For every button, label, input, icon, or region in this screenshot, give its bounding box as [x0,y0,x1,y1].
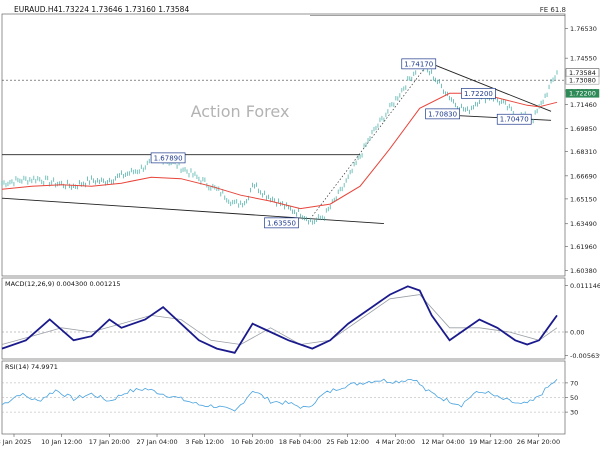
price-label: 1.70470 [500,116,529,124]
price-label: 1.72200 [464,90,493,98]
price-label: 1.70830 [428,110,457,118]
price-mark-label: 1.73584 [569,69,596,77]
rsi-ytick-label: 70 [570,379,578,387]
macd-ytick-label: 0.00 [570,329,584,337]
macd-title: MACD(12,26,9) 0.004300 0.001215 [5,280,121,288]
rsi-title: RSI(14) 74.9971 [5,363,58,371]
price-label-box [150,152,186,164]
price-ytick-label: 1.76530 [570,25,597,33]
price-ytick-label: 1.63490 [570,220,597,228]
x-tick-label: 25 Feb 12:00 [326,438,369,446]
header-symbol: EURAUD.H4 [14,5,59,14]
price-label-box [461,87,496,99]
price-ytick-label: 1.65150 [570,195,597,203]
x-tick-label: 3 Jan 2025 [0,438,31,446]
price-label-box [496,113,532,125]
price-label-box [401,58,437,70]
x-tick-label: 4 Mar 20:00 [376,438,415,446]
x-tick-label: 27 Jan 04:00 [136,438,177,446]
price-label-box [264,217,299,229]
price-ytick-label: 1.60380 [570,267,597,275]
x-tick-label: 18 Feb 04:00 [279,438,322,446]
price-label: 1.67890 [154,154,183,162]
x-tick-label: 3 Feb 12:00 [185,438,224,446]
price-ytick-label: 1.66690 [570,172,597,180]
header-ohlc: 1.73224 1.73646 1.73160 1.73584 [58,5,189,14]
dotted-channel-0 [312,58,432,217]
price-mark-box [565,75,600,85]
macd-line [1,285,558,354]
x-tick-label: 10 Feb 20:00 [231,438,274,446]
macd-ytick-label: -0.005639 [570,352,600,360]
trendline-1 [1,197,384,225]
pane-frame-1 [1,277,566,360]
price-mark-label: 1.73080 [569,76,596,84]
price-mark-box [565,89,600,98]
fib-label: FE 61.8 [540,6,566,14]
trendline-2 [431,63,552,112]
price-label-box [425,108,460,120]
price-ytick-label: 1.69850 [570,125,597,133]
moving-average-line [1,92,558,210]
price-ytick-label: 1.61960 [570,243,597,251]
price-ytick-label: 1.71460 [570,101,597,109]
price-label: 1.63550 [267,219,296,227]
pane-frame-0 [1,13,566,277]
price-ytick-label: 1.74550 [570,55,597,63]
rsi-line [1,378,558,412]
rsi-ytick-label: 50 [570,394,578,402]
watermark-text: Action Forex [191,102,290,121]
x-tick-label: 26 Mar 20:00 [517,438,560,446]
x-tick-label: 19 Mar 12:00 [469,438,512,446]
macd-ytick-label: 0.011146 [570,282,600,290]
price-label: 1.74170 [404,60,433,68]
x-tick-label: 12 Mar 04:00 [421,438,464,446]
price-ytick-label: 1.68310 [570,148,597,156]
rsi-ytick-label: 30 [570,409,578,417]
price-mark-label: 1.72200 [569,90,596,98]
x-tick-label: 10 Jan 12:00 [41,438,82,446]
x-tick-label: 17 Jan 20:00 [89,438,130,446]
